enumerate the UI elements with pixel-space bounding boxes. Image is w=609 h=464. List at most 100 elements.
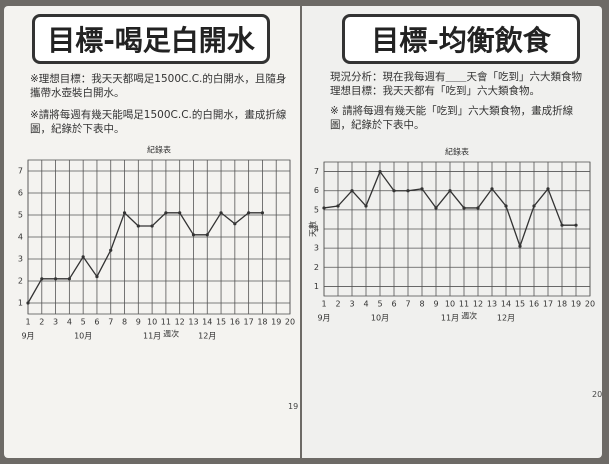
x-tick-label: 4 xyxy=(67,318,72,327)
month-label: 9月 xyxy=(317,314,330,323)
x-tick-label: 8 xyxy=(419,300,424,309)
x-tick-label: 9 xyxy=(433,300,438,309)
left-page: 目標-喝足白開水 ※理想目標：我天天都喝足1500C.C.的白開水，且隨身攜帶水… xyxy=(4,6,300,458)
data-point xyxy=(261,211,264,214)
data-point xyxy=(54,277,57,280)
screenshot: 目標-喝足白開水 ※理想目標：我天天都喝足1500C.C.的白開水，且隨身攜帶水… xyxy=(0,0,609,464)
page-number: 20 xyxy=(592,390,602,399)
x-tick-label: 3 xyxy=(53,318,58,327)
y-tick-label: 3 xyxy=(18,255,23,264)
y-axis-label: 天數 xyxy=(308,221,318,237)
x-tick-label: 13 xyxy=(487,300,497,309)
data-point xyxy=(192,233,195,236)
x-tick-label: 5 xyxy=(377,300,382,309)
x-tick-label: 10 xyxy=(147,318,157,327)
month-label: 11月 xyxy=(143,332,161,341)
x-tick-label: 20 xyxy=(585,300,595,309)
data-point xyxy=(40,277,43,280)
x-tick-label: 2 xyxy=(39,318,44,327)
data-point xyxy=(82,255,85,258)
data-point xyxy=(560,224,563,227)
x-tick-label: 18 xyxy=(257,318,267,327)
data-point xyxy=(490,187,493,190)
x-tick-label: 12 xyxy=(175,318,185,327)
goal-text: ※理想目標：我天天都喝足1500C.C.的白開水，且隨身攜帶水壺裝白開水。 xyxy=(30,72,292,100)
x-axis-label: 週次 xyxy=(461,311,477,321)
x-tick-label: 19 xyxy=(571,300,581,309)
data-point xyxy=(434,206,437,209)
month-label: 9月 xyxy=(21,332,34,341)
x-tick-label: 11 xyxy=(459,300,469,309)
x-tick-label: 11 xyxy=(161,318,171,327)
data-point xyxy=(336,204,339,207)
data-point xyxy=(206,233,209,236)
x-tick-label: 16 xyxy=(230,318,240,327)
x-tick-label: 17 xyxy=(543,300,553,309)
x-tick-label: 9 xyxy=(136,318,141,327)
x-tick-label: 14 xyxy=(202,318,212,327)
data-point xyxy=(109,249,112,252)
x-tick-label: 20 xyxy=(285,318,295,327)
data-point xyxy=(164,211,167,214)
x-tick-label: 12 xyxy=(473,300,483,309)
x-tick-label: 7 xyxy=(405,300,410,309)
x-tick-label: 4 xyxy=(363,300,368,309)
y-tick-label: 6 xyxy=(18,189,23,198)
data-point xyxy=(574,224,577,227)
data-point xyxy=(350,189,353,192)
x-tick-label: 6 xyxy=(94,318,99,327)
data-point xyxy=(546,187,549,190)
data-point xyxy=(462,206,465,209)
data-point xyxy=(504,204,507,207)
data-point xyxy=(219,211,222,214)
y-tick-label: 7 xyxy=(314,167,319,176)
data-point xyxy=(448,189,451,192)
instruction-text: ※ 請將每週有幾天能「吃到」六大類食物，畫成折線圖，紀錄於下表中。 xyxy=(330,104,590,132)
data-point xyxy=(322,206,325,209)
month-label: 10月 xyxy=(74,332,92,341)
y-tick-label: 6 xyxy=(314,186,319,195)
x-tick-label: 15 xyxy=(216,318,226,327)
goal-text: 理想目標：我天天都有「吃到」六大類食物。 xyxy=(330,84,598,98)
y-tick-label: 2 xyxy=(314,263,319,272)
page-heading: 目標-均衡飲食 xyxy=(342,14,580,64)
data-point xyxy=(123,211,126,214)
y-tick-label: 1 xyxy=(314,282,319,291)
data-point xyxy=(364,204,367,207)
x-tick-label: 19 xyxy=(271,318,281,327)
y-tick-label: 4 xyxy=(18,233,23,242)
month-label: 12月 xyxy=(198,332,216,341)
x-tick-label: 18 xyxy=(557,300,567,309)
month-label: 12月 xyxy=(497,314,515,323)
x-tick-label: 14 xyxy=(501,300,511,309)
data-point xyxy=(406,189,409,192)
page-number: 19 xyxy=(288,402,298,411)
x-tick-label: 2 xyxy=(335,300,340,309)
data-point xyxy=(137,224,140,227)
data-point xyxy=(233,222,236,225)
x-tick-label: 16 xyxy=(529,300,539,309)
data-point xyxy=(420,187,423,190)
data-point xyxy=(378,170,381,173)
month-label: 11月 xyxy=(441,314,459,323)
data-point xyxy=(247,211,250,214)
y-tick-label: 2 xyxy=(18,277,23,286)
x-tick-label: 1 xyxy=(321,300,326,309)
x-tick-label: 13 xyxy=(188,318,198,327)
x-tick-label: 15 xyxy=(515,300,525,309)
data-point xyxy=(95,275,98,278)
right-page: 目標-均衡飲食 現況分析：現在我每週有＿＿天會「吃到」六大類食物 理想目標：我天… xyxy=(302,6,602,458)
data-point xyxy=(151,224,154,227)
x-tick-label: 8 xyxy=(122,318,127,327)
x-axis-label: 週次 xyxy=(163,329,179,339)
chart-title: 紀錄表 xyxy=(445,147,469,157)
x-tick-label: 3 xyxy=(349,300,354,309)
page-heading: 目標-喝足白開水 xyxy=(32,14,270,64)
data-point xyxy=(68,277,71,280)
x-tick-label: 5 xyxy=(81,318,86,327)
y-tick-label: 5 xyxy=(314,205,319,214)
data-point xyxy=(26,301,29,304)
data-line xyxy=(28,213,262,303)
